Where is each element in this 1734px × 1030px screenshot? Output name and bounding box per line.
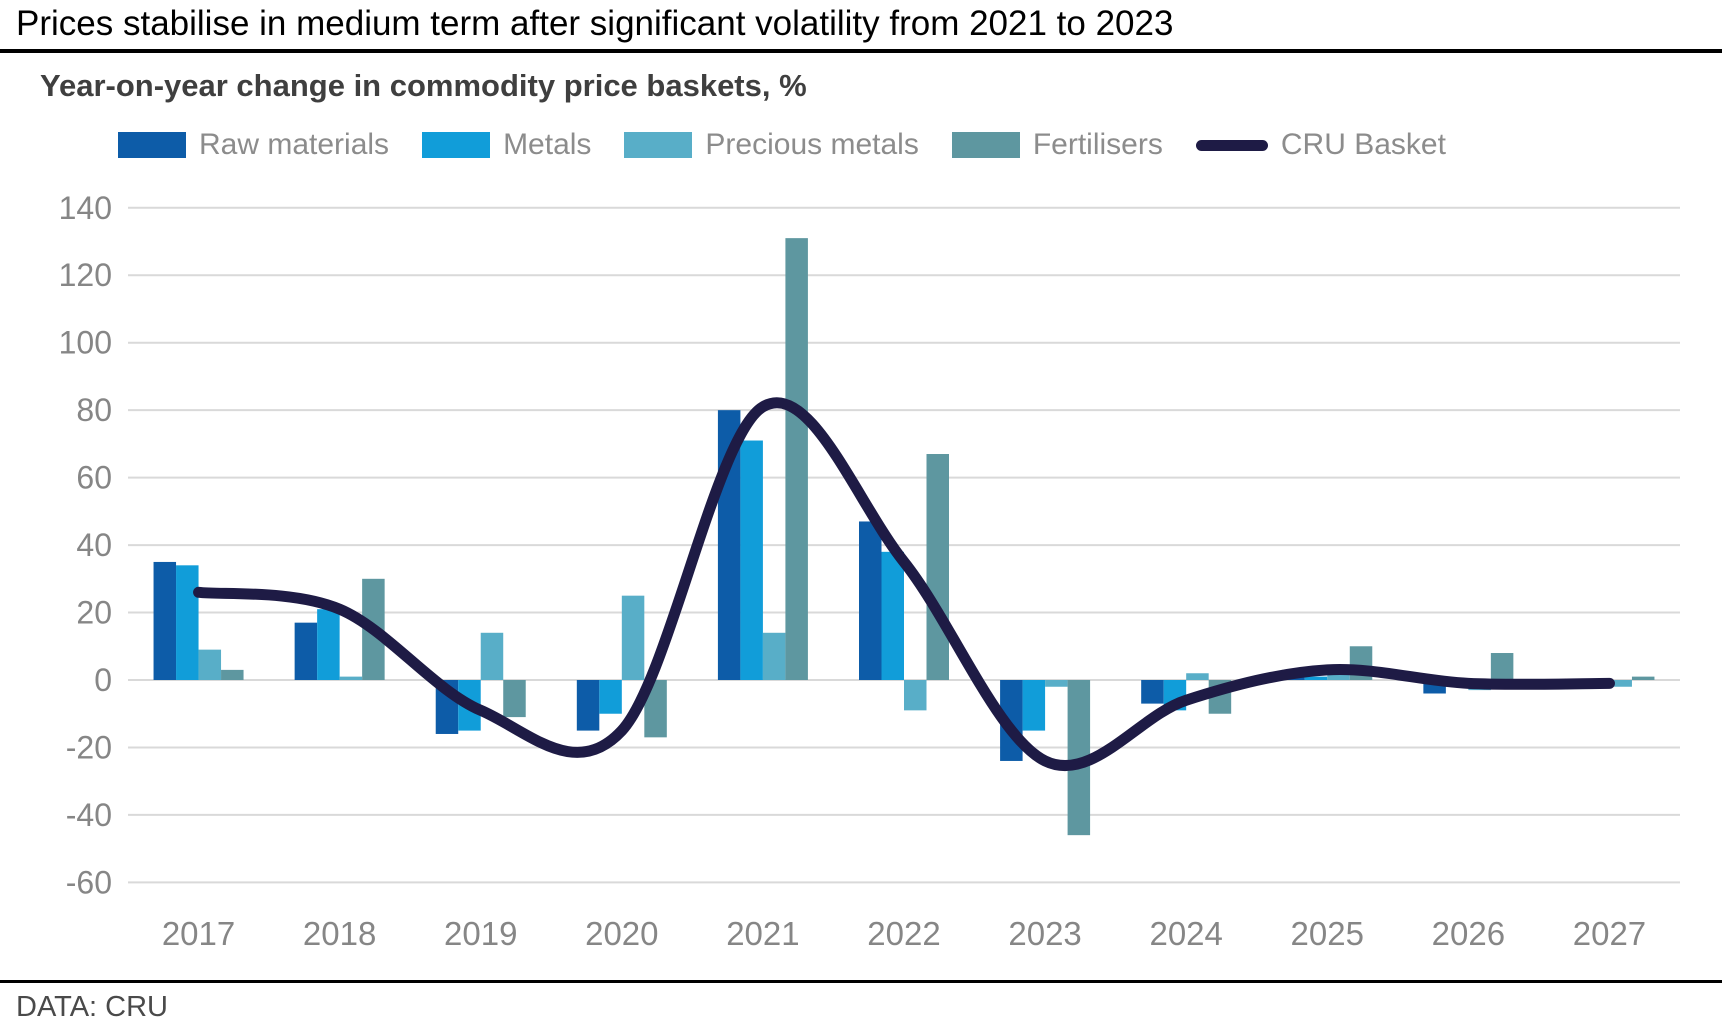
x-tick-label-2024: 2024 — [1149, 915, 1222, 952]
bar-precious-metals-2023 — [1045, 680, 1068, 687]
y-tick-label-20: 20 — [76, 595, 112, 631]
x-tick-label-2018: 2018 — [303, 915, 376, 952]
x-tick-label-2022: 2022 — [867, 915, 940, 952]
x-tick-label-2026: 2026 — [1432, 915, 1505, 952]
bar-metals-2020 — [599, 680, 622, 714]
legend-label: Raw materials — [199, 128, 390, 161]
legend-swatch-metals — [422, 132, 491, 158]
data-source: DATA: CRU — [16, 991, 168, 1023]
bar-precious-metals-2017 — [198, 649, 222, 680]
y-tick-label-100: 100 — [59, 325, 112, 361]
bar-precious-metals-2019 — [480, 632, 504, 680]
y-tick-label--40: -40 — [66, 797, 112, 833]
bar-fertilisers-2017 — [221, 669, 244, 680]
y-tick-label-120: 120 — [59, 257, 112, 293]
bar-precious-metals-2022 — [904, 680, 927, 711]
bar-fertilisers-2019 — [503, 680, 526, 718]
bar-precious-metals-2024 — [1186, 673, 1209, 680]
bar-fertilisers-2022 — [926, 454, 949, 680]
y-tick-label--20: -20 — [66, 729, 112, 765]
bar-raw-materials-2024 — [1141, 680, 1164, 704]
legend-item-precious-metals: Precious metals — [624, 128, 919, 162]
y-tick-label-40: 40 — [76, 527, 112, 563]
bar-fertilisers-2021 — [785, 238, 808, 680]
cru-basket-line — [193, 397, 1615, 772]
legend-label: Precious metals — [705, 128, 919, 161]
legend-item-fertilisers: Fertilisers — [951, 128, 1163, 162]
x-tick-label-2020: 2020 — [585, 915, 658, 952]
x-tick-label-2017: 2017 — [162, 915, 235, 952]
legend-swatch-fertilisers — [951, 132, 1020, 158]
bar-fertilisers-2020 — [644, 680, 667, 738]
x-tick-label-2023: 2023 — [1008, 915, 1081, 952]
legend-label: Metals — [503, 128, 592, 161]
bar-metals-2017 — [176, 565, 199, 680]
bar-raw-materials-2017 — [153, 561, 177, 680]
bar-metals-2025 — [1304, 676, 1328, 680]
bar-fertilisers-2027 — [1631, 676, 1655, 680]
bar-raw-materials-2020 — [576, 680, 600, 731]
bar-metals-2023 — [1022, 680, 1046, 731]
y-tick-label--60: -60 — [66, 864, 112, 900]
x-tick-label-2019: 2019 — [444, 915, 517, 952]
bar-fertilisers-2026 — [1490, 653, 1514, 680]
chart-legend: Raw materials Metals Precious metals Fertil… — [118, 124, 1446, 166]
bar-precious-metals-2018 — [339, 676, 363, 680]
y-tick-label-60: 60 — [76, 460, 112, 496]
bar-precious-metals-2025 — [1327, 673, 1350, 680]
bar-metals-2022 — [881, 551, 904, 680]
legend-swatch-precious-metals — [624, 132, 693, 158]
bar-metals-2021 — [740, 440, 763, 680]
legend-label: Fertilisers — [1032, 128, 1163, 161]
bar-metals-2018 — [317, 609, 340, 680]
bar-precious-metals-2021 — [762, 632, 786, 680]
legend-item-cru-basket: CRU Basket — [1195, 128, 1446, 162]
bar-precious-metals-2027 — [1609, 680, 1632, 687]
footer-divider — [0, 980, 1722, 983]
bar-fertilisers-2023 — [1067, 680, 1091, 836]
legend-item-raw-materials: Raw materials — [118, 128, 389, 162]
x-tick-label-2021: 2021 — [726, 915, 799, 952]
y-tick-label-80: 80 — [76, 392, 112, 428]
legend-swatch-raw-materials — [118, 132, 186, 158]
page-title: Prices stabilise in medium term after si… — [16, 4, 1174, 43]
bar-precious-metals-2020 — [621, 595, 645, 680]
chart-subtitle: Year-on-year change in commodity price b… — [40, 68, 807, 103]
chart-svg: 140 120 100 80 60 40 20 0 -20 -40 -60 2017 2018 2019 2… — [59, 190, 1680, 952]
y-tick-label-0: 0 — [94, 662, 112, 698]
chart-canvas: 140 120 100 80 60 40 20 0 -20 -40 -60 2017 2018 2019 2… — [0, 170, 1734, 960]
legend-item-metals: Metals — [422, 128, 591, 162]
bar-raw-materials-2018 — [294, 622, 318, 680]
bar-raw-materials-2022 — [859, 521, 882, 680]
x-tick-label-2025: 2025 — [1291, 915, 1364, 952]
legend-swatch-cru-basket — [1195, 139, 1268, 151]
y-tick-label-140: 140 — [59, 190, 112, 226]
title-divider — [0, 49, 1722, 53]
legend-label: CRU Basket — [1280, 128, 1446, 161]
x-tick-label-2027: 2027 — [1573, 915, 1646, 952]
